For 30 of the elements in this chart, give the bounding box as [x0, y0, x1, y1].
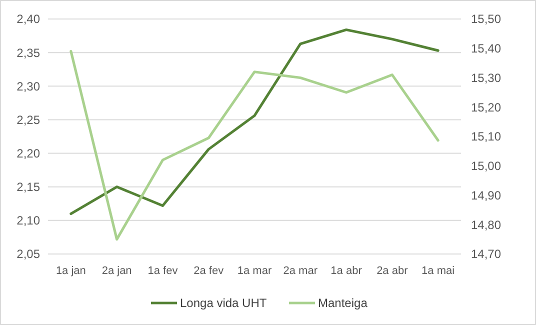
legend-label: Longa vida UHT: [180, 296, 268, 310]
y2-tick-label: 15,40: [471, 42, 502, 56]
y-tick-label: 2,40: [16, 12, 40, 26]
y2-tick-label: 15,10: [471, 130, 502, 144]
y-tick-label: 2,15: [16, 180, 40, 194]
y2-tick-label: 15,50: [471, 12, 502, 26]
y-tick-label: 2,30: [16, 79, 40, 94]
y2-tick-label: 14,70: [471, 247, 502, 262]
x-tick-label: 2a fev: [194, 265, 224, 277]
y-tick-label: 2,25: [16, 112, 40, 127]
x-tick-label: 1a abr: [330, 265, 362, 277]
y-tick-label: 2,05: [16, 247, 40, 262]
x-tick-label: 1a mai: [422, 265, 455, 277]
y2-tick-label: 14,80: [471, 218, 502, 232]
y-tick-label: 2,35: [16, 46, 40, 60]
y2-tick-label: 15,30: [471, 70, 502, 85]
line-series: [70, 28, 440, 216]
line-series: [70, 50, 440, 241]
legend-label: Manteiga: [318, 296, 368, 310]
y2-tick-label: 15,20: [471, 100, 502, 114]
x-tick-label: 1a jan: [56, 265, 86, 277]
x-tick-label: 2a mar: [283, 265, 318, 277]
y-tick-label: 2,10: [16, 214, 40, 228]
y-tick-label: 2,20: [16, 146, 40, 160]
x-tick-label: 2a jan: [102, 265, 132, 277]
x-tick-label: 1a fev: [148, 265, 178, 277]
x-tick-label: 1a mar: [237, 265, 272, 277]
y2-tick-label: 14,90: [471, 188, 502, 202]
y2-tick-label: 15,00: [471, 159, 502, 174]
x-tick-label: 2a abr: [376, 265, 408, 277]
